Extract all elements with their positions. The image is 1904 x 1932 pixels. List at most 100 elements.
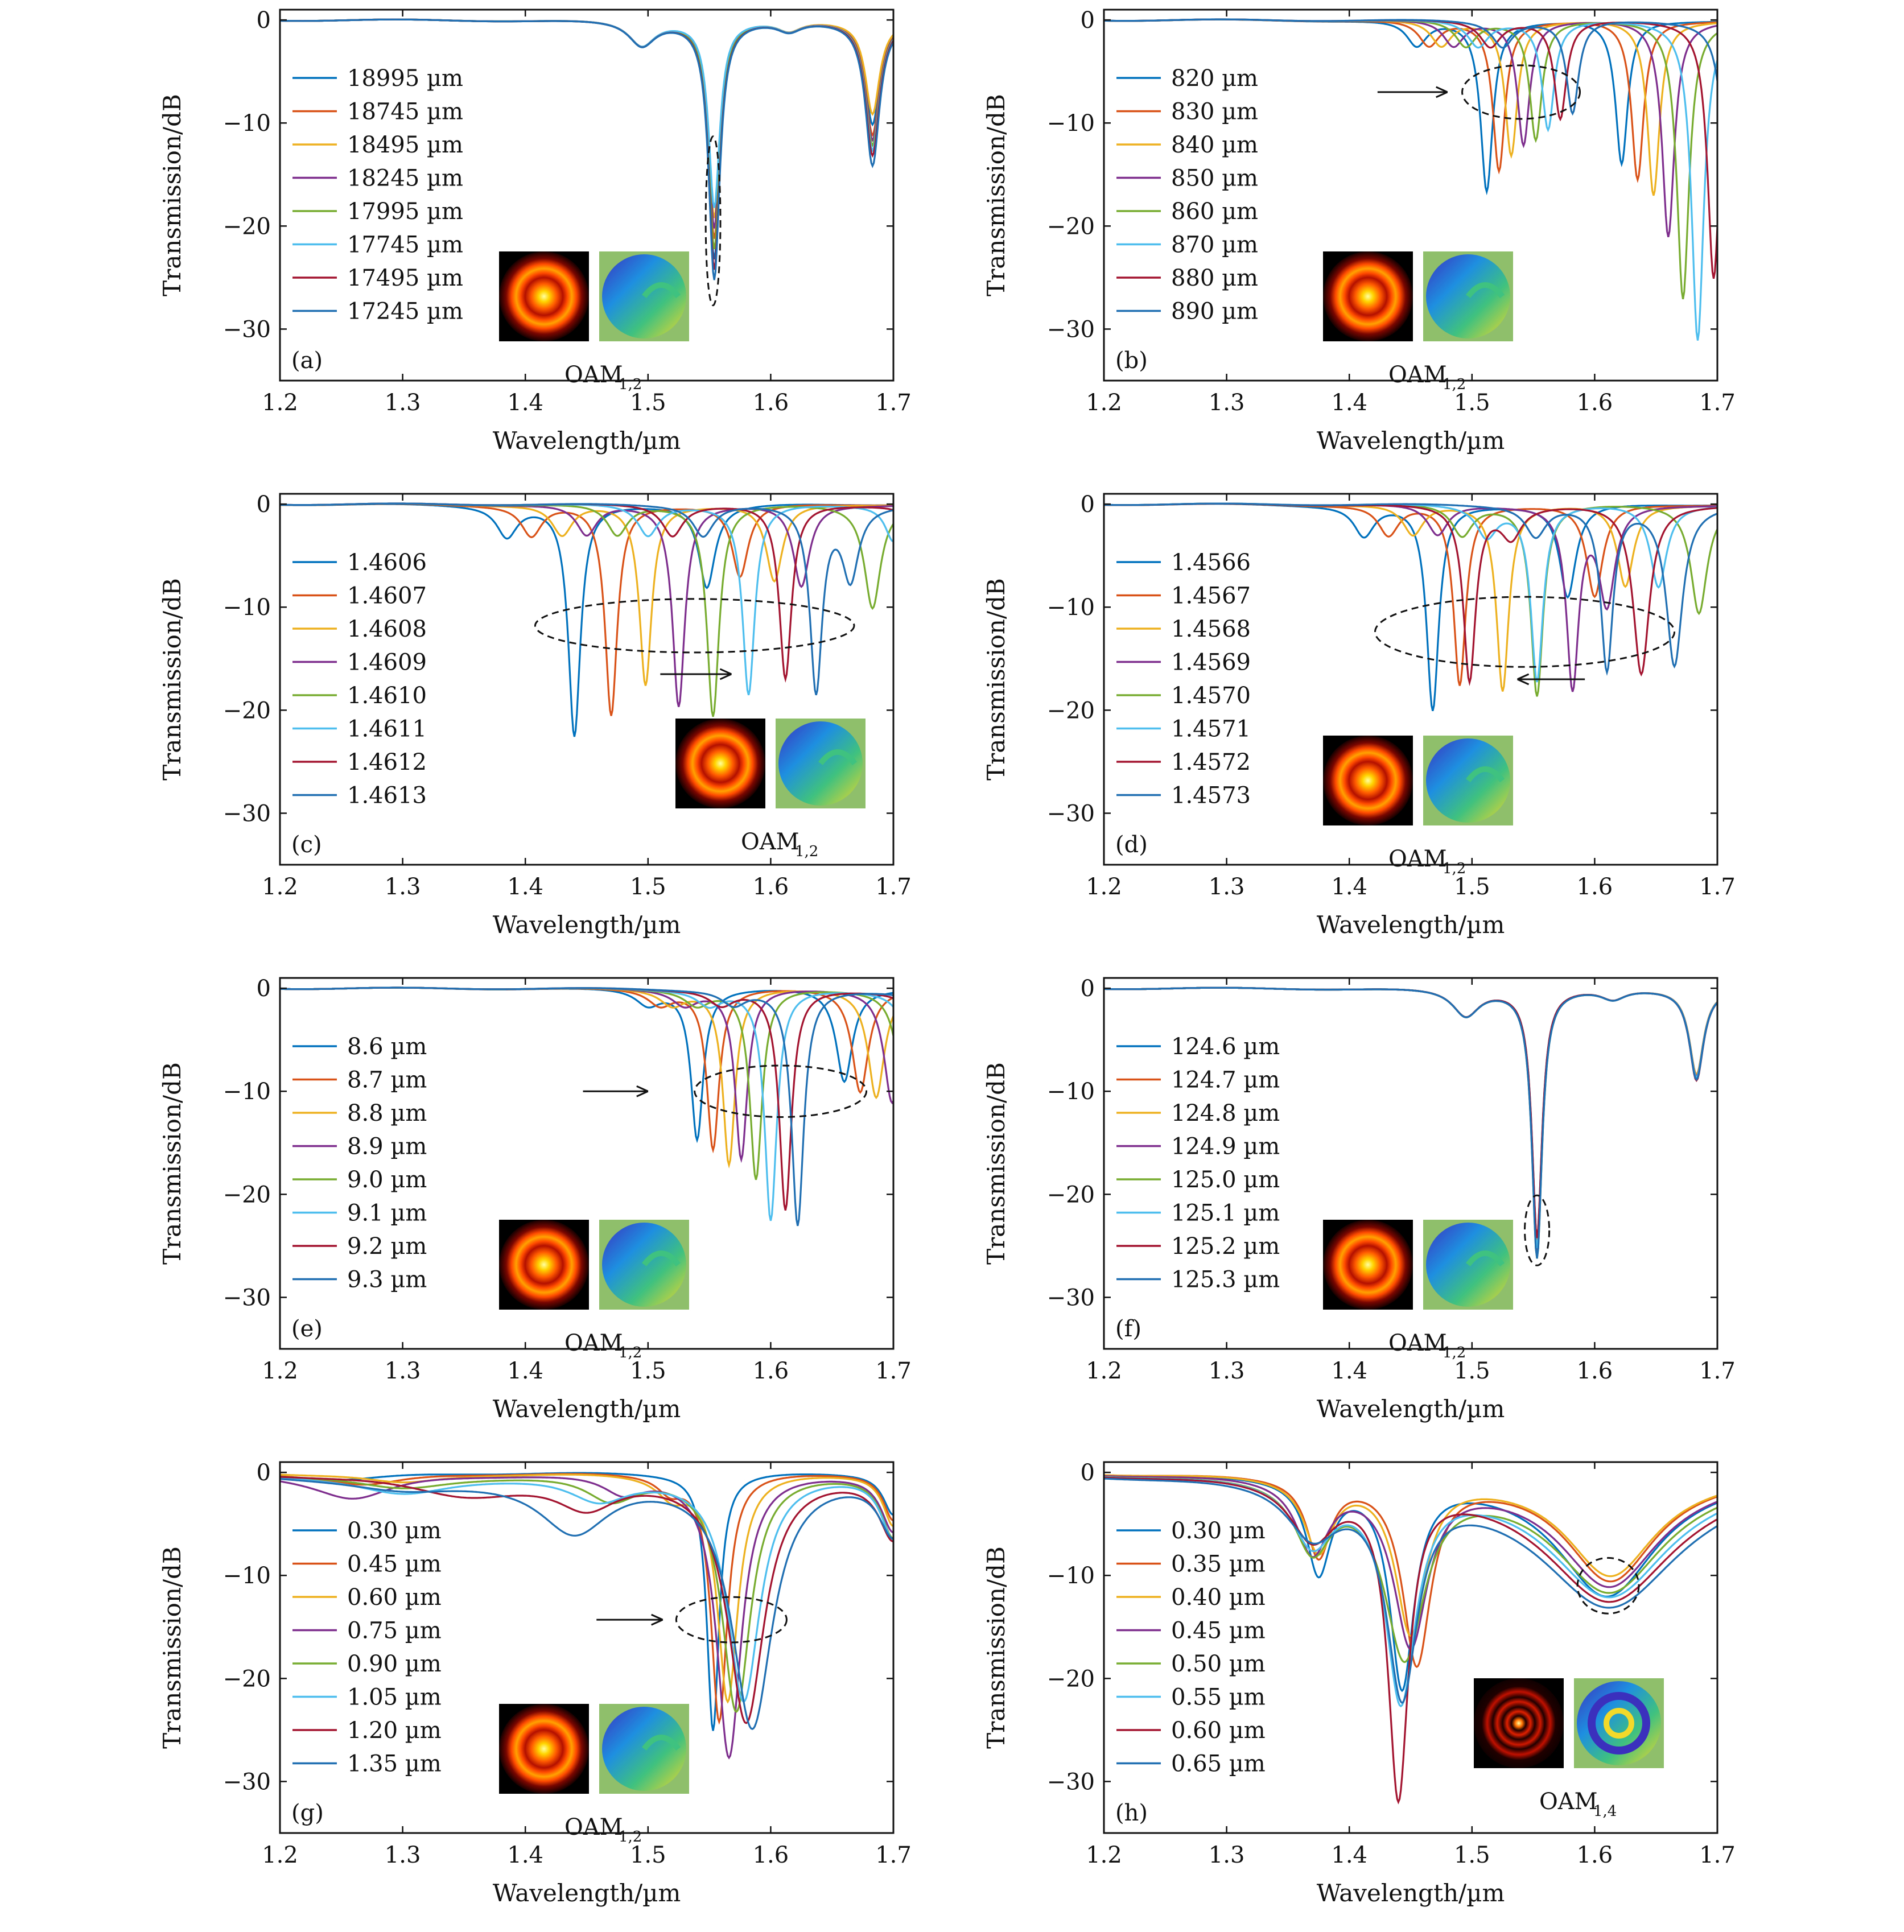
- dashed-ellipse: [534, 598, 855, 654]
- legend-label: 1.4572: [1171, 749, 1251, 775]
- legend-label: 880 µm: [1171, 265, 1258, 291]
- y-tick-label: −10: [1047, 110, 1095, 137]
- x-axis-label: Wavelength/µm: [493, 1879, 681, 1907]
- series-line: [280, 1473, 893, 1704]
- legend-label: 1.4566: [1171, 550, 1251, 576]
- chart-panel-h: 1.2 1.3 1.4 1.5 1.6 1.7 0 −10 −20 −30 Wavelength/µ…: [982, 1460, 1736, 1907]
- legend-label: 1.05 µm: [347, 1685, 442, 1711]
- x-tick-label: 1.3: [385, 874, 421, 900]
- y-tick-label: −20: [1047, 1666, 1095, 1692]
- arrow-head: [1516, 673, 1530, 686]
- legend-label: 830 µm: [1171, 99, 1258, 125]
- legend-label: 840 µm: [1171, 132, 1258, 158]
- y-tick-label: 0: [1081, 492, 1095, 518]
- phase-spiral: [642, 1250, 681, 1267]
- mode-label: OAM: [564, 362, 623, 388]
- mode-label: OAM: [1388, 1330, 1447, 1356]
- x-tick-label: 1.6: [753, 1842, 789, 1868]
- phase-spiral: [1466, 282, 1505, 299]
- x-tick-label: 1.7: [875, 1842, 912, 1868]
- legend-label: 18245 µm: [347, 166, 463, 192]
- panel-tag: (f): [1115, 1316, 1141, 1342]
- x-tick-label: 1.4: [507, 874, 543, 900]
- x-tick-label: 1.2: [1086, 1842, 1122, 1868]
- mode-label: OAM: [564, 1814, 623, 1840]
- chart-panel-g: 1.2 1.3 1.4 1.5 1.6 1.7 0 −10 −20 −30 Wavelength/µ…: [158, 1460, 912, 1907]
- legend-label: 8.8 µm: [347, 1100, 427, 1126]
- chart-panel-e: 1.2 1.3 1.4 1.5 1.6 1.7 0 −10 −20 −30 Wavelength/µ…: [158, 976, 912, 1423]
- series-group: [1104, 18, 1717, 341]
- panel-tag: (g): [291, 1800, 324, 1826]
- legend: 8.6 µm 8.7 µm 8.8 µm 8.9 µm 9.0 µm 9.1 µm 9.2 …: [292, 1034, 427, 1293]
- y-axis-label: Transmission/dB: [982, 1062, 1010, 1265]
- mode-subscript: 1,2: [619, 376, 642, 393]
- dashed-ellipse: [675, 1596, 788, 1644]
- chart-panel-c: 1.2 1.3 1.4 1.5 1.6 1.7 0 −10 −20 −30 Wavelength/µ…: [158, 492, 912, 939]
- y-tick-label: 0: [1081, 7, 1095, 34]
- y-tick-label: −20: [1047, 697, 1095, 724]
- x-tick-label: 1.7: [1699, 1842, 1736, 1868]
- series-line: [1104, 18, 1717, 116]
- mode-label: OAM: [1388, 846, 1447, 872]
- legend-label: 125.1 µm: [1171, 1200, 1280, 1227]
- plot-frame: [1103, 977, 1718, 1350]
- legend-label: 0.90 µm: [347, 1651, 442, 1677]
- y-axis-label: Transmission/dB: [158, 578, 186, 781]
- y-tick-label: 0: [257, 1460, 271, 1486]
- arrow-head: [719, 668, 732, 680]
- x-tick-label: 1.4: [1331, 390, 1367, 416]
- series-line: [280, 1477, 893, 1703]
- legend-label: 0.45 µm: [347, 1551, 442, 1578]
- x-tick-label: 1.5: [1454, 1358, 1490, 1384]
- phase-spiral: [1466, 766, 1505, 783]
- y-axis-label: Transmission/dB: [158, 94, 186, 296]
- legend-label: 850 µm: [1171, 166, 1258, 192]
- y-axis-label: Transmission/dB: [158, 1546, 186, 1749]
- x-tick-label: 1.5: [630, 874, 666, 900]
- x-tick-label: 1.2: [1086, 1358, 1122, 1384]
- legend-label: 9.3 µm: [347, 1267, 427, 1293]
- mode-subscript: 1,2: [1443, 376, 1466, 393]
- y-tick-label: −30: [1047, 316, 1095, 342]
- x-tick-label: 1.5: [1454, 390, 1490, 416]
- chart-panel-a: 1.2 1.3 1.4 1.5 1.6 1.7 0 −10 −20 −30 Wavelength/µ…: [158, 7, 912, 455]
- plot-frame: [279, 977, 895, 1350]
- y-axis-label: Transmission/dB: [982, 94, 1010, 296]
- plot-frame: [279, 9, 895, 382]
- series-group: [1104, 1474, 1717, 1805]
- y-tick-label: −20: [1047, 213, 1095, 240]
- legend: 124.6 µm 124.7 µm 124.8 µm 124.9 µm 125.0 µm…: [1116, 1034, 1280, 1293]
- panel-tag: (a): [291, 348, 323, 374]
- y-tick-label: −30: [1047, 1769, 1095, 1795]
- x-tick-label: 1.6: [1577, 1842, 1613, 1868]
- series-line: [280, 18, 893, 280]
- x-tick-label: 1.6: [753, 390, 789, 416]
- x-tick-label: 1.2: [262, 1842, 298, 1868]
- mode-label: OAM: [1388, 362, 1447, 388]
- legend-label: 1.4568: [1171, 616, 1251, 642]
- legend-label: 860 µm: [1171, 199, 1258, 225]
- series-line: [1104, 1477, 1717, 1704]
- legend-label: 0.60 µm: [1171, 1718, 1266, 1744]
- legend-label: 0.40 µm: [1171, 1584, 1266, 1611]
- mode-label: OAM: [1539, 1789, 1598, 1815]
- legend-label: 124.6 µm: [1171, 1034, 1280, 1060]
- intensity-profile: [1323, 736, 1413, 825]
- x-tick-label: 1.4: [1331, 1358, 1367, 1384]
- x-tick-label: 1.7: [1699, 390, 1736, 416]
- x-tick-label: 1.6: [1577, 1358, 1613, 1384]
- legend-label: 9.0 µm: [347, 1167, 427, 1193]
- dashed-ellipse: [694, 1064, 868, 1118]
- x-tick-label: 1.2: [262, 390, 298, 416]
- x-tick-label: 1.3: [385, 1842, 421, 1868]
- x-tick-label: 1.5: [1454, 874, 1490, 900]
- series-line: [1104, 502, 1717, 676]
- series-group: [1104, 502, 1717, 712]
- legend: 0.30 µm 0.45 µm 0.60 µm 0.75 µm 0.90 µm 1.05 …: [292, 1518, 442, 1777]
- legend-label: 125.0 µm: [1171, 1167, 1280, 1193]
- x-tick-label: 1.3: [385, 390, 421, 416]
- x-tick-label: 1.7: [875, 1358, 912, 1384]
